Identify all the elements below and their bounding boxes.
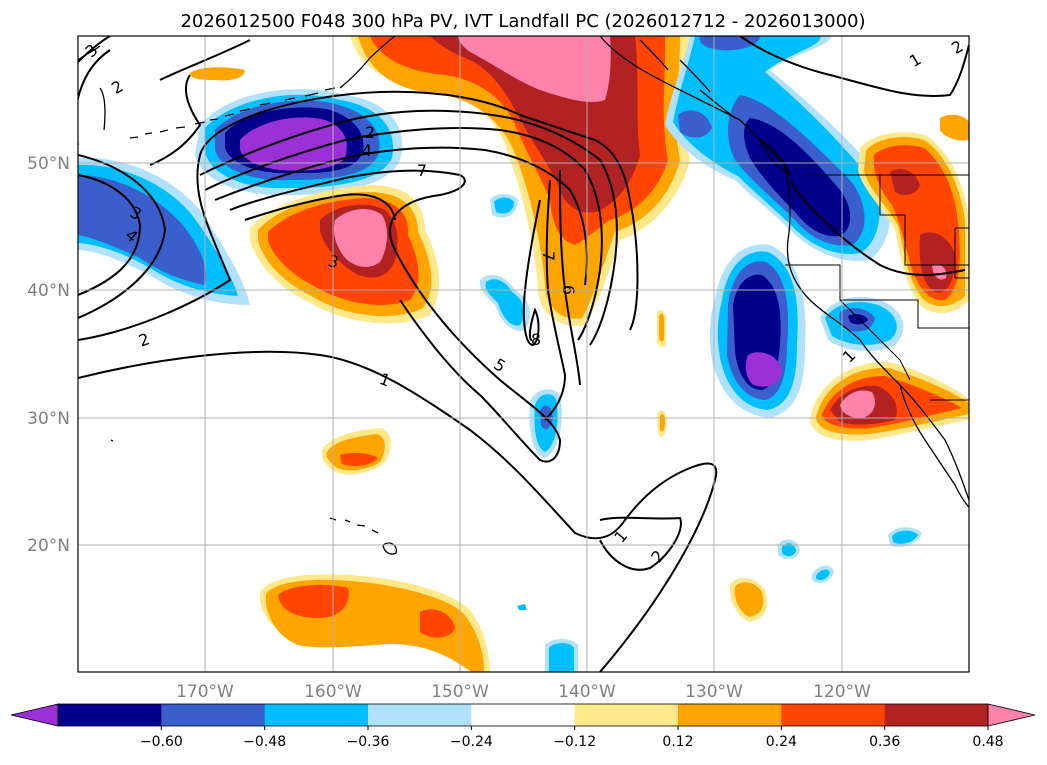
gridlines bbox=[78, 36, 969, 672]
pv-contour-19 bbox=[789, 179, 966, 276]
colorbar-bin bbox=[678, 704, 782, 726]
lat-tick-labels: 50°N 40°N 30°N 20°N bbox=[27, 154, 70, 556]
pv-contour-7 bbox=[214, 146, 588, 286]
colorbar-tick-label: −0.60 bbox=[140, 734, 183, 750]
colorbar-bin bbox=[58, 704, 162, 726]
negative-anomaly-northwest bbox=[195, 89, 403, 196]
colorbar-tick-label: 0.48 bbox=[972, 734, 1003, 750]
baja-coastline bbox=[899, 384, 969, 508]
pv-contours bbox=[78, 36, 969, 672]
colorbar-tick-label: −0.48 bbox=[243, 734, 286, 750]
pv-label: 4 bbox=[362, 141, 372, 160]
positive-anomaly-small-features bbox=[259, 310, 768, 672]
colorbar-tick-label: −0.24 bbox=[450, 734, 493, 750]
pv-contour-5 bbox=[199, 109, 618, 346]
lon-tick-labels: 170°W 160°W 150°W 140°W 130°W 120°W bbox=[176, 682, 871, 702]
pv-contour-4 bbox=[78, 174, 142, 296]
pv-contour-8 bbox=[229, 169, 562, 463]
pv-contour-11 bbox=[544, 179, 567, 421]
colorbar-bin bbox=[368, 704, 472, 726]
lat-label: 30°N bbox=[27, 409, 70, 429]
colorbar-bin bbox=[574, 704, 679, 726]
negative-anomaly-small-features bbox=[479, 194, 922, 672]
colorbar-tick-label: 0.12 bbox=[662, 734, 693, 750]
colorbar-tick-label: −0.36 bbox=[347, 734, 390, 750]
pv-contour-16 bbox=[159, 39, 251, 81]
north-america-coastline bbox=[599, 36, 969, 501]
lon-label: 170°W bbox=[176, 682, 234, 702]
political-borders bbox=[785, 174, 969, 401]
lat-label: 20°N bbox=[27, 536, 70, 556]
negative-anomaly-california bbox=[820, 296, 904, 352]
pv-contour-14 bbox=[78, 49, 111, 145]
positive-anomaly-small-nw bbox=[190, 67, 245, 81]
colorbar-extend-low bbox=[10, 703, 59, 727]
pv-contour-3 bbox=[78, 154, 167, 319]
colorbar-bin bbox=[471, 704, 576, 726]
pv-contour-18 bbox=[739, 36, 969, 97]
lon-label: 130°W bbox=[685, 682, 743, 702]
colorbar-tick-label: 0.24 bbox=[766, 734, 797, 750]
positive-anomaly-interior bbox=[858, 114, 969, 314]
lat-label: 50°N bbox=[27, 154, 70, 174]
colorbar-tick-label: 0.36 bbox=[869, 734, 900, 750]
colorbar-bin bbox=[264, 704, 369, 726]
pv-contour-2 bbox=[78, 90, 639, 341]
colorbar-tick-label: −0.12 bbox=[553, 734, 596, 750]
pv-contour-10 bbox=[522, 199, 541, 347]
ca-nv-border bbox=[839, 299, 911, 381]
pv-label: 7 bbox=[539, 251, 558, 261]
state-border-1 bbox=[879, 175, 969, 266]
pv-label: 7 bbox=[417, 161, 427, 180]
colorbar bbox=[10, 703, 1036, 727]
colorbar-labels: −0.60 −0.48 −0.36 −0.24 −0.12 0.12 0.24 0.36 0.4… bbox=[140, 726, 1004, 750]
pv-contour-13 bbox=[599, 516, 682, 571]
pv-label: 8 bbox=[531, 330, 541, 349]
map-frame bbox=[77, 35, 970, 673]
lon-label: 120°W bbox=[813, 682, 871, 702]
colorbar-frame bbox=[57, 703, 989, 727]
colorbar-bin bbox=[781, 704, 886, 726]
pv-contour-9 bbox=[244, 193, 396, 221]
pv-contour-15 bbox=[149, 74, 202, 166]
pv-label: 2 bbox=[365, 123, 375, 142]
map-title: 2026012500 F048 300 hPa PV, IVT Landfall… bbox=[180, 11, 865, 32]
vancouver-island bbox=[758, 138, 792, 177]
colorbar-extend-high bbox=[987, 703, 1036, 727]
lon-label: 150°W bbox=[431, 682, 489, 702]
lon-label: 160°W bbox=[304, 682, 362, 702]
lat-label: 40°N bbox=[27, 281, 70, 301]
pv-contour-6 bbox=[204, 127, 603, 341]
coastlines bbox=[78, 36, 969, 555]
lon-label: 140°W bbox=[558, 682, 616, 702]
negative-anomaly-east-central bbox=[709, 244, 806, 418]
colorbar-bin bbox=[161, 704, 266, 726]
positive-anomaly-central bbox=[250, 185, 440, 324]
pv-contour-17 bbox=[78, 36, 111, 63]
colorbar-bin bbox=[884, 704, 989, 726]
state-border-2 bbox=[785, 264, 969, 329]
